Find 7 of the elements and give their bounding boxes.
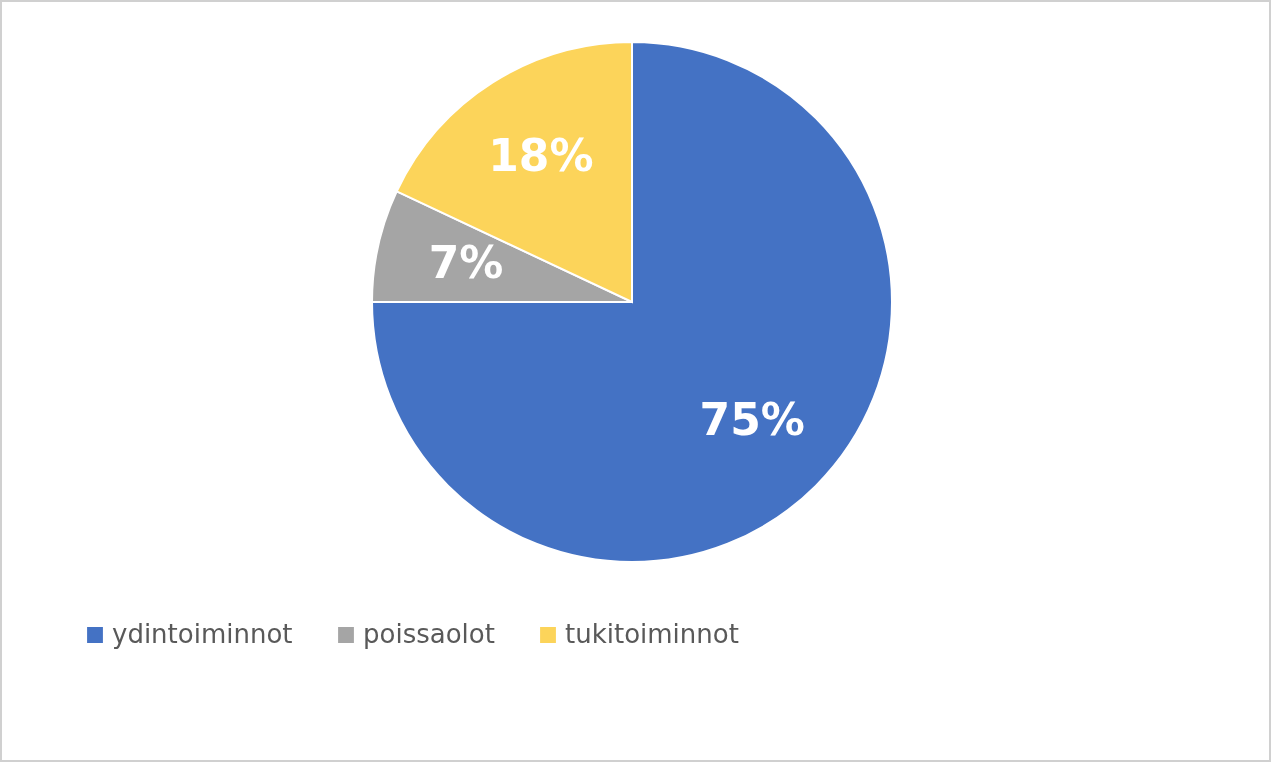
data-label: 18% [488,130,594,182]
data-label: 7% [428,236,504,288]
data-label: 75% [699,394,805,446]
legend-label: tukitoiminnot [565,619,739,649]
legend-label: ydintoiminnot [112,619,293,649]
pie-slice [371,41,893,563]
legend-label: poissaolot [363,619,495,649]
